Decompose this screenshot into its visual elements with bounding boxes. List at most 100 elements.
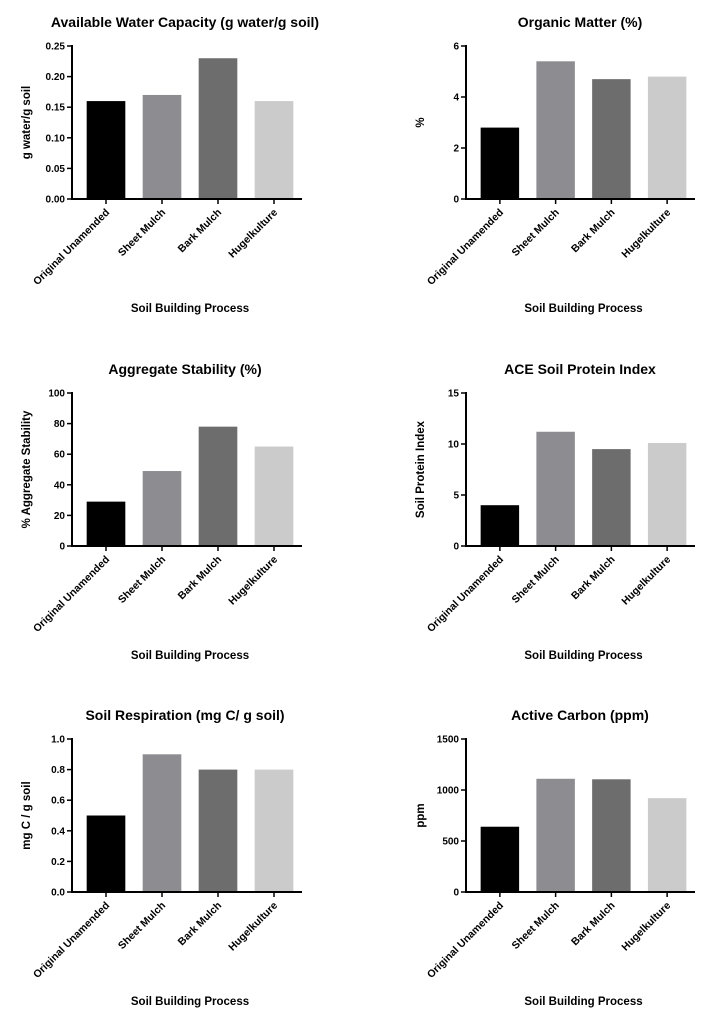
category-label: Sheet Mulch [116, 900, 168, 952]
bar-original-unamended [480, 127, 520, 199]
bar-hugelkulture [254, 446, 294, 546]
y-tick-label: 15 [448, 389, 460, 400]
y-tick-label: 1500 [437, 735, 460, 746]
y-tick-label: 0.6 [51, 796, 65, 807]
bar-sheet-mulch [142, 471, 182, 546]
x-axis-label: Soil Building Process [131, 650, 249, 662]
chart-panel-2: Organic Matter (%)% Soil Building Process… [415, 14, 695, 315]
x-axis-label: Soil Building Process [524, 650, 642, 662]
category-label: Original Unamended [31, 900, 112, 981]
y-tick-label: 20 [54, 511, 66, 522]
y-axis-label: % Aggregate Stability [21, 410, 33, 528]
chart-title: ACE Soil Protein Index [504, 361, 656, 377]
bar-sheet-mulch [536, 778, 575, 892]
category-label: Hugelkulture [619, 554, 673, 608]
category-label: Hugelkulture [226, 554, 280, 608]
bar-hugelkulture [647, 798, 687, 892]
x-axis-label: Soil Building Process [131, 303, 249, 315]
y-tick-label: 5 [453, 491, 459, 502]
y-tick-label: 0.15 [46, 103, 66, 114]
category-label: Bark Mulch [569, 900, 618, 949]
bar-sheet-mulch [142, 754, 182, 892]
y-tick-label: 0.00 [46, 195, 66, 206]
category-label: Sheet Mulch [510, 900, 562, 952]
category-label: Sheet Mulch [510, 554, 562, 606]
y-tick-label: 0.25 [46, 42, 66, 53]
y-tick-label: 100 [48, 389, 65, 400]
bar-original-unamended [86, 815, 126, 892]
chart-panel-4: ACE Soil Protein Index Soil Protein Index… [415, 361, 695, 662]
category-label: Hugelkulture [226, 900, 280, 954]
bar-bark-mulch [198, 769, 238, 892]
bar-sheet-mulch [536, 431, 575, 546]
category-label: Original Unamended [425, 207, 506, 288]
y-tick-label: 0 [453, 542, 459, 553]
bar-bark-mulch [592, 79, 631, 199]
bar-sheet-mulch [142, 94, 182, 199]
category-label: Bark Mulch [176, 554, 225, 603]
category-label: Sheet Mulch [510, 207, 562, 259]
bar-original-unamended [86, 101, 126, 199]
y-tick-label: 0 [453, 888, 459, 899]
y-tick-label: 0.4 [51, 826, 65, 837]
y-tick-label: 1000 [437, 786, 460, 797]
bar-hugelkulture [254, 101, 294, 199]
x-axis-label: Soil Building Process [131, 996, 249, 1008]
x-axis-label: Soil Building Process [524, 996, 642, 1008]
y-tick-label: 1.0 [51, 735, 65, 746]
chart-title: Organic Matter (%) [518, 14, 642, 30]
bar-hugelkulture [254, 769, 294, 892]
y-tick-label: 6 [453, 42, 459, 53]
x-axis-label: Soil Building Process [524, 303, 642, 315]
bar-hugelkulture [647, 76, 687, 199]
y-tick-label: 0.05 [46, 164, 66, 175]
bar-bark-mulch [592, 779, 631, 892]
y-tick-label: 0.10 [46, 133, 66, 144]
chart-title: Active Carbon (ppm) [511, 707, 649, 723]
bar-bark-mulch [198, 426, 238, 546]
category-label: Sheet Mulch [116, 207, 168, 259]
y-tick-label: 60 [54, 450, 66, 461]
y-axis-label: mg C / g soil [21, 781, 33, 849]
y-tick-label: 500 [442, 837, 459, 848]
y-tick-label: 10 [448, 440, 460, 451]
chart-panel-5: Soil Respiration (mg C/ g soil) mg C / g … [21, 707, 302, 1008]
category-label: Bark Mulch [176, 900, 225, 949]
category-label: Original Unamended [425, 900, 506, 981]
category-label: Hugelkulture [619, 900, 673, 954]
y-tick-label: 0.2 [51, 857, 65, 868]
bar-sheet-mulch [536, 61, 575, 199]
chart-panel-1: Available Water Capacity (g water/g soil… [21, 14, 319, 315]
chart-title: Available Water Capacity (g water/g soil… [51, 14, 319, 30]
y-axis-label: % [415, 117, 427, 127]
category-label: Original Unamended [31, 554, 112, 635]
category-label: Bark Mulch [569, 207, 618, 256]
y-tick-label: 0.0 [51, 888, 65, 899]
bar-original-unamended [86, 501, 126, 546]
y-tick-label: 0 [453, 195, 459, 206]
bar-original-unamended [480, 826, 520, 892]
y-tick-label: 0.8 [51, 765, 65, 776]
category-label: Hugelkulture [619, 207, 673, 261]
category-label: Hugelkulture [226, 207, 280, 261]
category-label: Bark Mulch [569, 554, 618, 603]
bar-bark-mulch [592, 449, 631, 546]
chart-title: Soil Respiration (mg C/ g soil) [85, 707, 284, 723]
bar-original-unamended [480, 505, 520, 546]
y-axis-label: Soil Protein Index [415, 420, 427, 518]
chart-title: Aggregate Stability (%) [108, 361, 261, 377]
y-tick-label: 0.20 [46, 72, 66, 83]
chart-panel-3: Aggregate Stability (%) % Aggregate Stabi… [21, 361, 302, 662]
y-tick-label: 0 [59, 542, 65, 553]
bar-bark-mulch [198, 58, 238, 199]
chart-panel-6: Active Carbon (ppm) ppm Soil Building Proc… [415, 707, 695, 1008]
y-tick-label: 80 [54, 419, 66, 430]
category-label: Bark Mulch [176, 207, 225, 256]
bar-hugelkulture [647, 442, 687, 546]
category-label: Sheet Mulch [116, 554, 168, 606]
y-axis-label: g water/g soil [21, 86, 33, 160]
y-tick-label: 40 [54, 480, 66, 491]
category-label: Original Unamended [425, 554, 506, 635]
